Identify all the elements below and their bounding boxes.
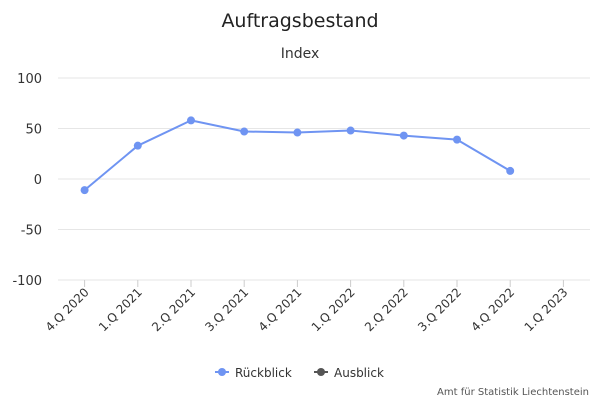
legend-item-0[interactable]: Rückblick — [215, 366, 292, 380]
x-tick-label: 1.Q 2021 — [96, 285, 145, 334]
y-tick-label: -100 — [12, 274, 42, 289]
y-tick-label: 0 — [34, 173, 42, 188]
y-axis: -100 -50 0 50 100 — [12, 72, 42, 289]
chart-title: Auftragsbestand — [221, 10, 378, 32]
data-point[interactable] — [399, 131, 408, 140]
grid-lines — [58, 77, 590, 281]
x-tick-label: 4.Q 2022 — [468, 285, 517, 334]
series-layer — [80, 116, 515, 195]
data-point[interactable] — [133, 141, 142, 150]
x-tick-label: 4.Q 2020 — [43, 285, 92, 334]
x-tick-label: 1.Q 2023 — [522, 285, 571, 334]
data-point[interactable] — [346, 126, 355, 135]
legend-symbol-marker — [218, 368, 226, 376]
chart-credits[interactable]: Amt für Statistik Liechtenstein — [437, 387, 589, 398]
legend-symbol-marker — [317, 368, 325, 376]
x-tick-label: 4.Q 2021 — [256, 285, 305, 334]
legend-label: Ausblick — [334, 366, 384, 380]
x-tick-label: 3.Q 2021 — [202, 285, 251, 334]
x-tick-label: 3.Q 2022 — [415, 285, 464, 334]
legend-label: Rückblick — [235, 366, 292, 380]
y-tick-label: 100 — [17, 72, 42, 87]
x-tick-label: 2.Q 2022 — [362, 285, 411, 334]
data-point[interactable] — [293, 128, 302, 137]
data-point[interactable] — [187, 116, 195, 125]
data-point[interactable] — [80, 186, 89, 195]
x-tick-label: 1.Q 2022 — [309, 285, 358, 334]
legend-item-1[interactable]: Ausblick — [314, 366, 384, 380]
data-point[interactable] — [506, 166, 515, 175]
y-tick-label: 50 — [25, 123, 42, 138]
x-axis: 4.Q 2020 1.Q 2021 2.Q 2021 3.Q 2021 4.Q 2021… — [43, 280, 571, 334]
data-point[interactable] — [240, 127, 249, 136]
y-tick-label: -50 — [21, 224, 42, 239]
x-tick-label: 2.Q 2021 — [149, 285, 198, 334]
data-point[interactable] — [453, 135, 461, 144]
chart-subtitle: Index — [281, 46, 320, 62]
legend[interactable]: Rückblick Ausblick — [215, 366, 384, 380]
